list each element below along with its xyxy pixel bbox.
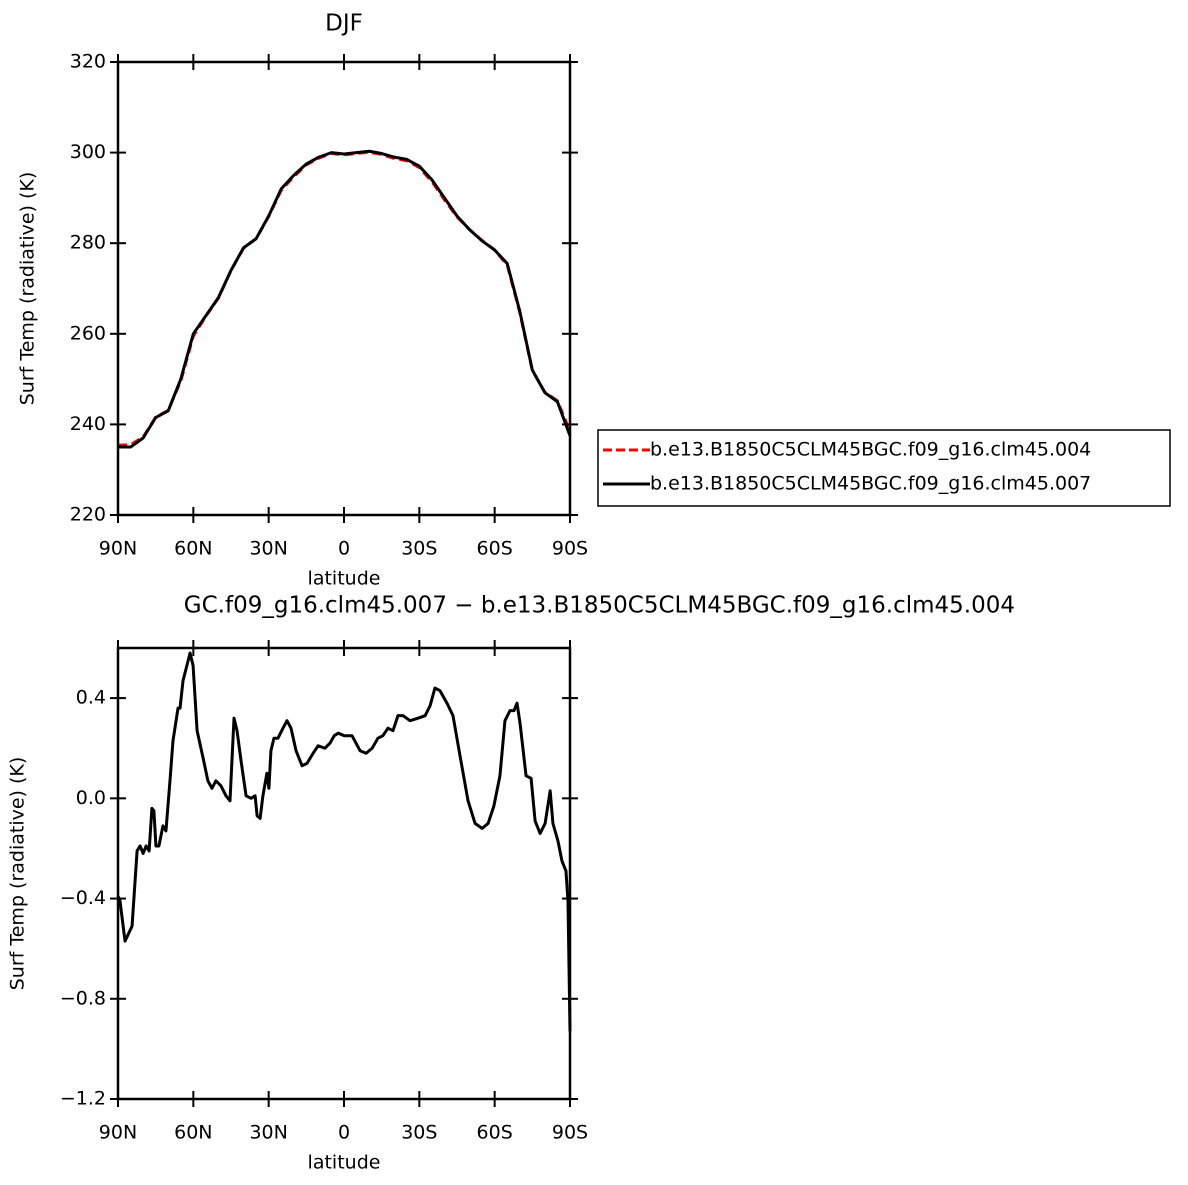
y-tick-label: 320 — [70, 51, 106, 73]
legend-label: b.e13.B1850C5CLM45BGC.f09_g16.clm45.007 — [650, 473, 1091, 495]
y-tick-label: −0.8 — [60, 987, 106, 1009]
chart-title: DJF — [325, 11, 363, 37]
x-tick-label: 90N — [99, 1122, 137, 1144]
x-tick-label: 60N — [174, 538, 212, 560]
legend-box — [597, 429, 1171, 507]
y-tick-label: 260 — [70, 322, 106, 344]
y-tick-label: 300 — [70, 141, 106, 163]
x-tick-label: 60S — [477, 1122, 513, 1144]
x-tick-label: 30S — [401, 1122, 437, 1144]
y-tick-label: −1.2 — [60, 1088, 106, 1110]
legend-label: b.e13.B1850C5CLM45BGC.f09_g16.clm45.004 — [650, 439, 1091, 461]
x-tick-label: 30N — [249, 538, 287, 560]
y-tick-label: 280 — [70, 232, 106, 254]
data-line — [117, 150, 572, 447]
plot-frame — [116, 60, 572, 517]
x-axis-label: latitude — [308, 568, 381, 590]
data-line — [116, 651, 572, 1032]
x-tick-label: 90N — [99, 538, 137, 560]
x-tick-label: 90S — [552, 1122, 588, 1144]
chart-title: GC.f09_g16.clm45.007 − b.e13.B1850C5CLM4… — [184, 593, 1015, 619]
x-tick-label: 30S — [401, 538, 437, 560]
x-axis-label: latitude — [308, 1152, 381, 1174]
x-tick-label: 0 — [338, 538, 350, 560]
data-line — [118, 149, 572, 449]
y-tick-label: 0.0 — [76, 787, 106, 809]
y-tick-label: 220 — [70, 504, 106, 526]
plot-frame — [116, 646, 572, 1101]
y-axis-label: Surf Temp (radiative) (K) — [17, 172, 39, 406]
x-tick-label: 90S — [552, 538, 588, 560]
x-tick-label: 60S — [477, 538, 513, 560]
x-tick-label: 0 — [338, 1122, 350, 1144]
x-tick-label: 30N — [249, 1122, 287, 1144]
x-tick-label: 60N — [174, 1122, 212, 1144]
y-tick-label: 240 — [70, 413, 106, 435]
y-tick-label: 0.4 — [76, 687, 106, 709]
y-axis-label: Surf Temp (radiative) (K) — [7, 757, 29, 991]
y-tick-label: −0.4 — [60, 887, 106, 909]
